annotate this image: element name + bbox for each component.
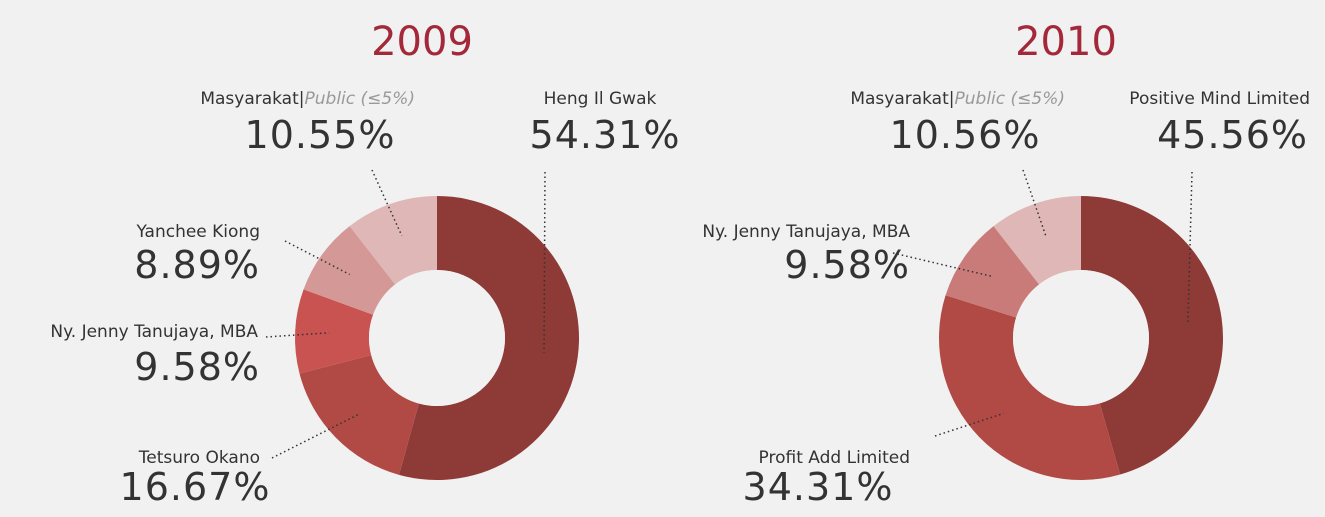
donut-segment <box>303 226 396 315</box>
donut-segment <box>349 196 437 285</box>
slice-label: Masyarakat|Public (≤5%) <box>200 89 415 109</box>
slice-label: Masyarakat|Public (≤5%) <box>850 89 1065 109</box>
slice-label: Yanchee Kiong <box>135 222 260 242</box>
slice-label: Heng Il Gwak <box>544 89 657 109</box>
slice-label: Positive Mind Limited <box>1129 89 1310 109</box>
slice-label: Profit Add Limited <box>759 448 910 468</box>
donut-segment <box>295 289 374 374</box>
donut-segment <box>299 354 419 475</box>
chart-title: 2010 <box>1015 19 1117 65</box>
value-label: 34.31% <box>743 465 894 509</box>
donut-segment <box>945 226 1040 318</box>
leader-line <box>892 252 993 278</box>
value-label: 54.31% <box>530 113 681 157</box>
value-label: 16.67% <box>120 465 271 509</box>
donut-segment <box>1081 196 1223 475</box>
leader-line <box>284 240 350 276</box>
donut-hole <box>369 270 505 406</box>
donut-hole <box>1013 270 1149 406</box>
leader-line <box>371 169 403 237</box>
value-label: 45.56% <box>1157 113 1308 157</box>
slice-label: Tetsuro Okano <box>138 448 260 468</box>
donut-segment <box>938 295 1121 481</box>
leader-line <box>265 332 330 338</box>
donut-segment <box>399 196 579 481</box>
leader-line <box>934 412 1004 437</box>
value-label: 10.56% <box>890 113 1041 157</box>
slice-label: Ny. Jenny Tanujaya, MBA <box>702 222 910 242</box>
leader-line <box>543 171 546 353</box>
value-label: 8.89% <box>134 243 260 287</box>
slice-label: Ny. Jenny Tanujaya, MBA <box>50 322 258 342</box>
chart-title: 2009 <box>371 19 473 65</box>
value-label: 9.58% <box>784 243 910 287</box>
leader-line <box>271 412 361 459</box>
value-label: 10.55% <box>245 113 396 157</box>
value-label: 9.58% <box>134 345 260 389</box>
donut-segment <box>993 196 1081 285</box>
